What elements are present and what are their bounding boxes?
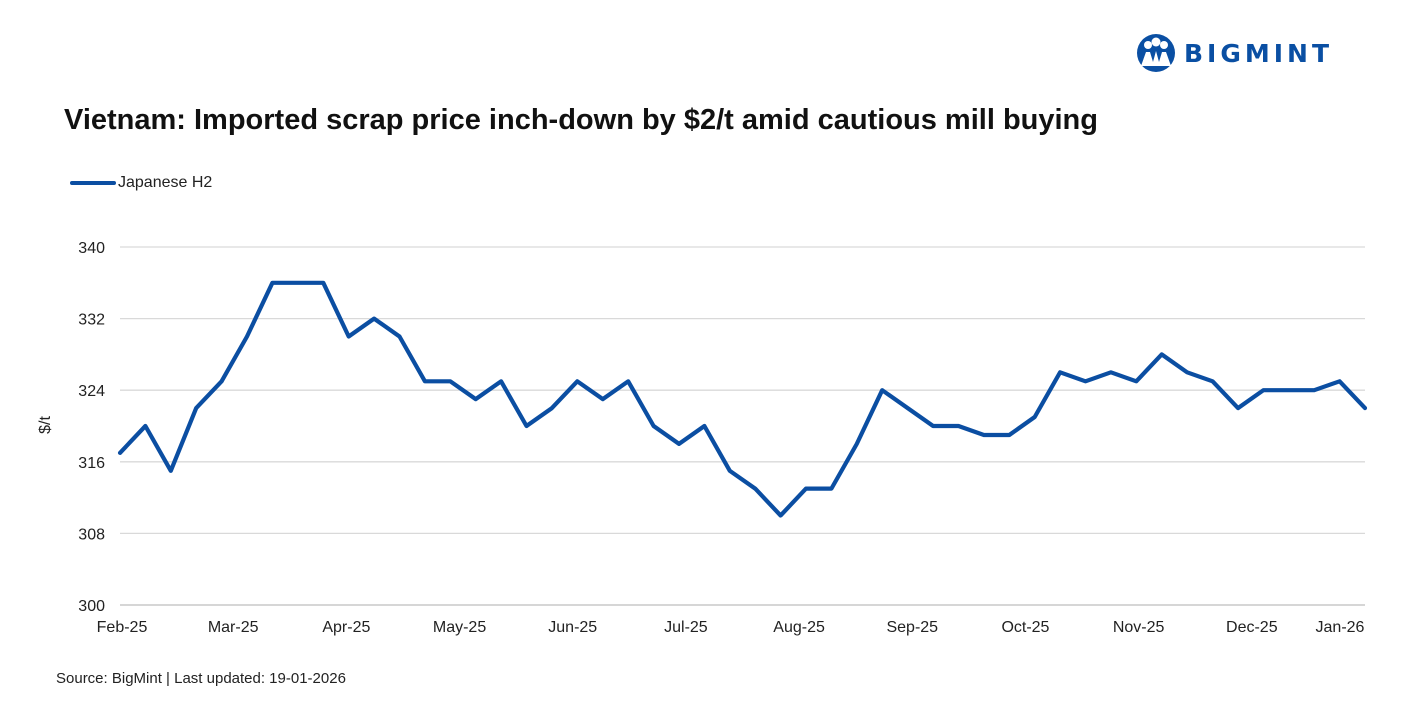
x-tick-label: Apr-25 xyxy=(322,619,370,636)
source-note: Source: BigMint | Last updated: 19-01-20… xyxy=(56,670,346,687)
chart-title: Vietnam: Imported scrap price inch-down … xyxy=(64,104,1098,136)
x-tick-label: Feb-25 xyxy=(97,619,148,636)
y-axis-label: $/t xyxy=(37,416,54,434)
y-tick-label: 332 xyxy=(78,312,105,329)
y-tick-label: 300 xyxy=(78,598,105,615)
series-line-japanese-h2 xyxy=(117,280,1368,518)
y-tick-label: 324 xyxy=(78,383,105,400)
y-tick-label: 340 xyxy=(78,240,105,257)
x-tick-label: Oct-25 xyxy=(1001,619,1049,636)
chart-legend: Japanese H2 xyxy=(70,174,212,192)
x-tick-label: Jul-25 xyxy=(664,619,708,636)
x-tick-label: Mar-25 xyxy=(208,619,259,636)
x-tick-label: May-25 xyxy=(433,619,486,636)
x-tick-label: Dec-25 xyxy=(1226,619,1278,636)
x-tick-label: Sep-25 xyxy=(886,619,938,636)
bigmint-logo-text: BIGMINT xyxy=(1184,38,1334,68)
legend-swatch xyxy=(70,181,116,185)
x-tick-label: Aug-25 xyxy=(773,619,825,636)
y-tick-label: 308 xyxy=(78,526,105,543)
x-tick-label: Nov-25 xyxy=(1113,619,1165,636)
x-tick-label: Jun-25 xyxy=(548,619,597,636)
x-tick-label: Jan-26 xyxy=(1316,619,1365,636)
legend-label: Japanese H2 xyxy=(118,174,213,191)
bigmint-logo-icon xyxy=(1137,34,1175,72)
y-tick-label: 316 xyxy=(78,455,105,472)
bigmint-logo: BIGMINT xyxy=(1136,32,1333,74)
